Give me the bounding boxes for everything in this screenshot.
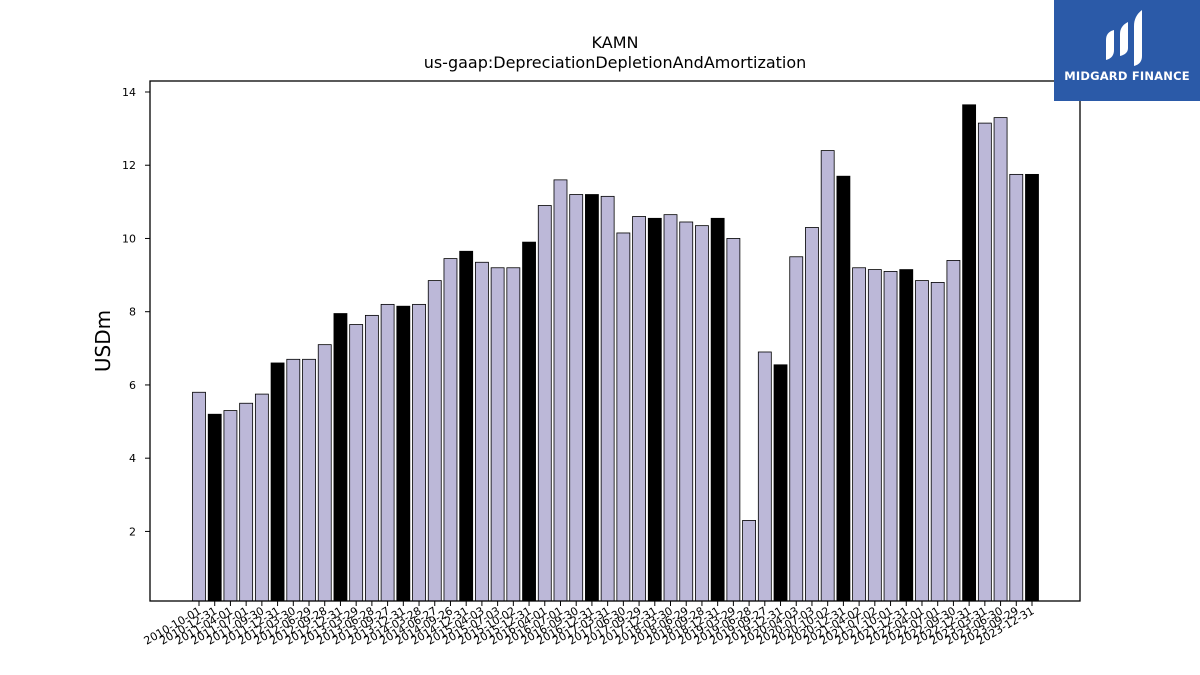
bar xyxy=(883,271,898,602)
bar xyxy=(836,175,851,602)
bar xyxy=(977,122,992,602)
bar xyxy=(443,258,458,602)
bar xyxy=(1025,173,1039,602)
bar xyxy=(537,205,552,602)
bar xyxy=(663,214,678,602)
plot-frame xyxy=(149,80,1081,602)
y-tick-label: 2 xyxy=(129,525,136,538)
y-tick-label: 6 xyxy=(129,379,136,392)
bar xyxy=(993,117,1008,602)
bar xyxy=(317,344,332,602)
bar xyxy=(710,217,725,602)
bar xyxy=(506,267,521,602)
midgard-logo-icon xyxy=(1106,10,1142,66)
bar xyxy=(805,227,819,602)
bar xyxy=(349,324,364,602)
bar xyxy=(852,267,867,602)
bar xyxy=(820,150,835,602)
bar xyxy=(333,313,348,602)
x-axis: 2010-10-012010-12-312011-04-012011-07-01… xyxy=(142,601,1037,648)
y-axis: 2 4 6 8 10 12 14 xyxy=(122,86,150,538)
y-tick-label: 8 xyxy=(129,306,136,319)
bar xyxy=(930,282,945,602)
bar xyxy=(396,305,411,602)
bar xyxy=(695,225,709,602)
bar xyxy=(286,358,301,602)
bar xyxy=(270,362,285,602)
bar xyxy=(1009,173,1024,602)
bar-series xyxy=(192,104,1039,602)
brand-logo: MIDGARD FINANCE xyxy=(1054,0,1200,101)
bar xyxy=(616,232,631,602)
bar xyxy=(364,314,379,602)
bar xyxy=(522,241,536,602)
bar xyxy=(475,261,489,602)
bar xyxy=(679,221,694,602)
y-tick-label: 10 xyxy=(122,232,136,245)
bar xyxy=(789,256,804,602)
bar xyxy=(726,238,741,602)
y-tick-label: 4 xyxy=(129,452,136,465)
bar xyxy=(490,267,505,602)
bar xyxy=(223,410,238,602)
bar xyxy=(632,216,646,602)
bar xyxy=(915,280,929,602)
bar xyxy=(302,358,316,602)
bar xyxy=(757,351,772,602)
chart-title: KAMN xyxy=(592,33,639,52)
bar xyxy=(192,391,206,602)
chart-subtitle: us-gaap:DepreciationDepletionAndAmortiza… xyxy=(424,53,807,72)
bar xyxy=(742,520,756,602)
bar xyxy=(427,280,442,602)
bar xyxy=(239,402,254,602)
bar xyxy=(553,179,568,602)
bar xyxy=(647,217,662,602)
bar xyxy=(899,269,914,602)
y-tick-label: 12 xyxy=(122,159,136,172)
bar xyxy=(380,303,395,602)
y-axis-label: USDm xyxy=(91,310,115,372)
bar xyxy=(773,364,788,602)
bar xyxy=(962,104,977,602)
y-tick-label: 14 xyxy=(122,86,136,99)
bar xyxy=(412,303,426,602)
bar xyxy=(569,194,584,602)
bar xyxy=(600,195,615,602)
bar xyxy=(459,250,474,602)
brand-name: MIDGARD FINANCE xyxy=(1064,69,1190,83)
bar xyxy=(946,260,961,602)
bar xyxy=(585,194,599,602)
bar xyxy=(207,413,222,602)
bar xyxy=(254,393,269,602)
bar xyxy=(867,269,882,602)
